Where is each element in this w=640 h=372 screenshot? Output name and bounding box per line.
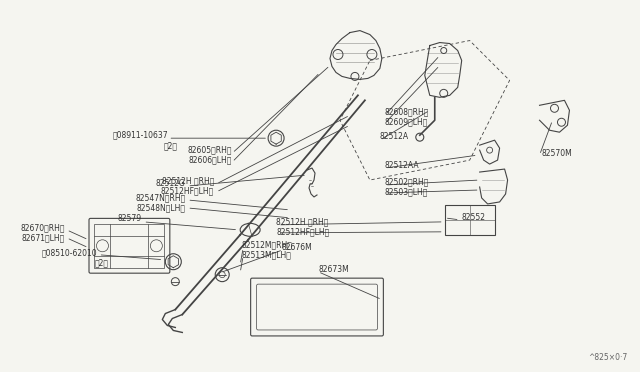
Text: 82547N〈RH〉: 82547N〈RH〉 xyxy=(135,193,186,202)
Text: 82502〈RH〉: 82502〈RH〉 xyxy=(385,177,429,186)
Text: 82512A: 82512A xyxy=(380,132,409,141)
Text: 82512HF〈LH〉: 82512HF〈LH〉 xyxy=(161,186,214,195)
Text: 82609〈LH〉: 82609〈LH〉 xyxy=(385,118,428,127)
Text: 2、: 2、 xyxy=(95,258,108,267)
Text: 82608〈RH〉: 82608〈RH〉 xyxy=(385,108,429,117)
Text: 82676M: 82676M xyxy=(281,243,312,252)
Text: 82512AA: 82512AA xyxy=(385,161,419,170)
Text: 82605〈RH〉: 82605〈RH〉 xyxy=(188,145,232,155)
Text: ^825×0·7: ^825×0·7 xyxy=(588,353,627,362)
Text: 82570M: 82570M xyxy=(541,149,572,158)
Text: 82512G: 82512G xyxy=(156,179,186,187)
Text: 82673M: 82673M xyxy=(318,265,349,274)
Text: 82513M〈LH〉: 82513M〈LH〉 xyxy=(241,250,291,259)
Text: 82512H 〈RH〉: 82512H 〈RH〉 xyxy=(276,217,328,227)
Text: 82671〈LH〉: 82671〈LH〉 xyxy=(21,233,65,242)
Text: 82606〈LH〉: 82606〈LH〉 xyxy=(189,155,232,164)
Text: ⓝ08911-10637: ⓝ08911-10637 xyxy=(113,131,168,140)
Text: 2、: 2、 xyxy=(163,142,177,151)
Bar xyxy=(445,205,495,235)
Bar xyxy=(95,224,164,268)
Text: 82512H 〈RH〉: 82512H 〈RH〉 xyxy=(162,177,214,186)
Text: 82552: 82552 xyxy=(461,214,486,222)
Text: 82512M〈RH〉: 82512M〈RH〉 xyxy=(241,240,292,249)
Text: 82548N〈LH〉: 82548N〈LH〉 xyxy=(136,203,186,212)
Text: 82512HF〈LH〉: 82512HF〈LH〉 xyxy=(276,227,330,236)
Text: 82579: 82579 xyxy=(117,214,141,223)
Text: Ⓜ08510-62010: Ⓜ08510-62010 xyxy=(42,248,97,257)
Text: 82503〈LH〉: 82503〈LH〉 xyxy=(385,187,428,196)
Text: 82670〈RH〉: 82670〈RH〉 xyxy=(20,223,65,232)
